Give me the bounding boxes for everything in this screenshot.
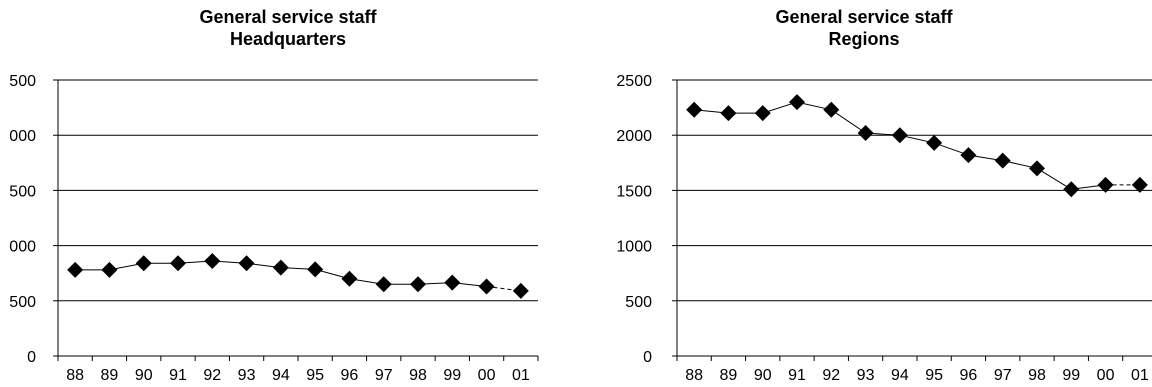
chart-title: General service staff	[199, 7, 377, 27]
chart-headquarters: General service staff Headquarters 0 500 0…	[0, 6, 576, 384]
x-tick-label: 92	[822, 367, 840, 384]
x-tick-label: 95	[306, 367, 324, 384]
y-tick-label: 0	[643, 349, 652, 366]
x-tick-label: 93	[238, 367, 256, 384]
x-tick-label: 98	[409, 367, 427, 384]
data-point-marker	[1131, 176, 1148, 193]
x-tick-label: 90	[135, 367, 153, 384]
data-point-marker	[1063, 181, 1080, 198]
x-tick-label: 94	[272, 367, 290, 384]
data-point-marker	[67, 261, 84, 278]
chart-subtitle: Headquarters	[229, 29, 347, 49]
x-tick-label: 96	[960, 367, 978, 384]
x-tick-label: 98	[1028, 367, 1046, 384]
x-tick-label: 97	[994, 367, 1012, 384]
data-point-marker	[478, 278, 495, 295]
x-tick-label: 89	[101, 367, 119, 384]
x-tick-label: 91	[169, 367, 187, 384]
data-point-marker	[101, 261, 118, 278]
data-point-marker	[857, 124, 874, 141]
data-point-marker	[926, 134, 943, 151]
y-tick-label: 000	[9, 128, 36, 145]
x-tick-label: 96	[341, 367, 359, 384]
data-point-marker	[135, 255, 152, 272]
data-point-marker	[512, 282, 529, 299]
y-tick-label: 500	[9, 183, 36, 200]
data-point-marker	[341, 270, 358, 287]
y-tick-label: 1500	[616, 183, 652, 200]
data-point-marker	[307, 261, 324, 278]
data-point-marker	[789, 94, 805, 111]
x-tick-label: 00	[478, 367, 496, 384]
chart-subtitle: Regions	[828, 29, 900, 49]
chart-title-block: General service staff Regions	[576, 6, 1152, 50]
chart-regions: General service staff Regions 0 500 1000 15…	[576, 0, 1152, 387]
data-point-marker	[444, 274, 461, 291]
x-tick-label: 91	[788, 367, 806, 384]
data-point-marker	[720, 105, 737, 122]
chart-title-block: General service staff Headquarters	[0, 6, 576, 50]
x-tick-label: 94	[891, 367, 909, 384]
data-point-marker	[1029, 160, 1045, 177]
y-tick-label: 500	[625, 294, 652, 311]
x-tick-label: 92	[203, 367, 221, 384]
data-point-marker	[170, 255, 186, 272]
y-tick-label: 000	[9, 239, 36, 256]
x-tick-label: 90	[754, 367, 772, 384]
y-tick-label: 2000	[616, 128, 652, 145]
chart-plot-headquarters: 0 500 000 500 000 500 88 89 90 91 92 93 94 95 96 97 98 99…	[9, 73, 539, 384]
data-point-marker	[1097, 176, 1114, 193]
x-tick-label: 93	[857, 367, 875, 384]
x-tick-label: 00	[1097, 367, 1115, 384]
x-tick-label: 01	[1131, 367, 1149, 384]
x-tick-label: 88	[66, 367, 84, 384]
data-point-marker	[410, 276, 426, 293]
data-point-marker	[891, 127, 908, 144]
data-point-marker	[204, 253, 221, 270]
x-tick-label: 01	[512, 367, 530, 384]
y-tick-label: 2500	[616, 73, 652, 90]
series-line-segment	[1036, 167, 1072, 190]
data-point-marker	[272, 259, 289, 276]
y-tick-label: 1000	[616, 239, 652, 256]
x-tick-label: 89	[720, 367, 738, 384]
x-tick-label: 97	[375, 367, 393, 384]
chart-plot-regions: 0 500 1000 1500 2000 2500 88 89 90 91 92 93 94 95 96 97…	[616, 73, 1152, 384]
y-tick-label: 0	[27, 349, 36, 366]
series-line-segment	[831, 109, 866, 134]
y-tick-label: 500	[9, 294, 36, 311]
data-point-marker	[375, 276, 392, 293]
x-tick-label: 88	[685, 367, 703, 384]
x-tick-label: 99	[1062, 367, 1080, 384]
y-tick-label: 500	[9, 73, 36, 90]
data-point-marker	[754, 105, 771, 122]
data-point-marker	[960, 147, 977, 164]
data-point-marker	[686, 101, 703, 118]
chart-title: General service staff	[775, 7, 953, 27]
data-point-marker	[823, 101, 840, 118]
data-point-marker	[238, 255, 255, 272]
x-tick-label: 99	[443, 367, 461, 384]
data-point-marker	[994, 152, 1011, 169]
x-tick-label: 95	[925, 367, 943, 384]
